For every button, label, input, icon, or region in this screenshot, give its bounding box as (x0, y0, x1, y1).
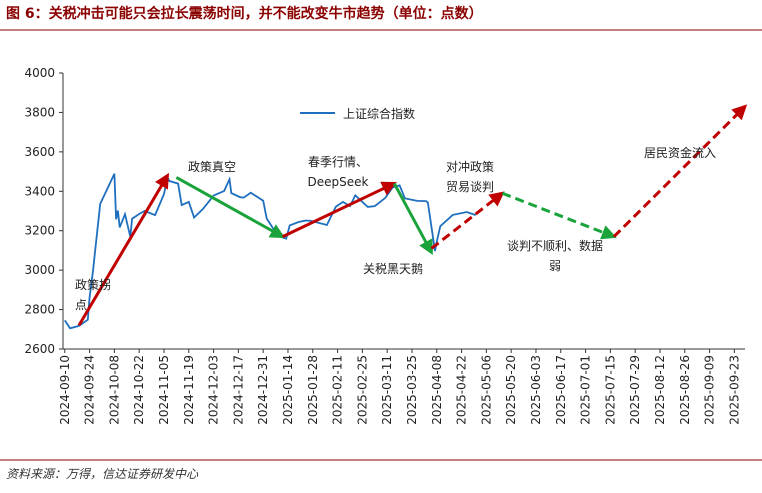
x-tick-label: 2024-11-19 (182, 355, 196, 425)
x-tick-label: 2025-07-15 (603, 355, 617, 425)
y-tick-label: 3400 (24, 184, 55, 198)
x-tick-label: 2024-10-22 (132, 355, 146, 425)
x-tick-label: 2025-01-14 (281, 355, 295, 425)
x-tick-label: 2025-04-22 (455, 355, 469, 425)
legend-label: 上证综合指数 (343, 106, 415, 121)
series-line (64, 173, 476, 330)
y-tick-label: 3200 (24, 224, 55, 238)
x-tick-label: 2025-02-11 (331, 355, 345, 425)
x-tick-label: 2025-09-09 (703, 355, 717, 425)
trend-arrow (392, 182, 433, 256)
x-tick-label: 2025-06-17 (554, 355, 568, 425)
x-tick-label: 2025-06-03 (529, 355, 543, 425)
chart-title: 图 6：关税冲击可能只会拉长震荡时间，并不能改变牛市趋势（单位：点数） (6, 5, 483, 22)
trend-arrow (282, 181, 397, 238)
x-tick-label: 2024-10-08 (107, 355, 121, 425)
annotation: 春季行情、 (308, 155, 368, 169)
annotation: 弱 (549, 259, 561, 273)
annotation: 关税黑天鹅 (363, 262, 423, 276)
x-tick-label: 2025-07-01 (579, 355, 593, 425)
trend-arrow (430, 191, 505, 250)
x-tick-label: 2025-01-28 (306, 355, 320, 425)
x-tick-label: 2024-12-31 (256, 355, 270, 425)
x-tick-label: 2025-08-12 (653, 355, 667, 425)
x-tick-label: 2025-03-11 (380, 355, 394, 425)
y-tick-label: 2600 (24, 342, 55, 356)
annotation: 谈判不顺利、数据 (507, 238, 603, 253)
annotation: 对冲政策 (446, 159, 494, 174)
annotation: 贸易谈判 (446, 180, 494, 194)
y-tick-label: 2800 (24, 303, 55, 317)
x-tick-label: 2025-05-20 (504, 355, 518, 425)
y-tick-label: 3600 (24, 145, 55, 159)
x-tick-label: 2024-12-03 (207, 355, 221, 425)
trend-arrow (175, 176, 286, 239)
x-tick-label: 2024-11-05 (157, 355, 171, 425)
annotation: 点 (75, 298, 87, 312)
trend-arrow (501, 191, 617, 240)
x-tick-label: 2025-09-23 (727, 355, 741, 425)
x-tick-label: 2025-03-25 (405, 355, 419, 425)
x-tick-label: 2024-12-17 (231, 355, 245, 425)
x-tick-label: 2025-07-29 (628, 355, 642, 425)
x-tick-label: 2025-04-08 (430, 355, 444, 425)
annotation: DeepSeek (308, 175, 369, 189)
annotation: 居民资金流入 (644, 145, 716, 160)
annotation: 政策拐 (75, 277, 111, 292)
y-tick-label: 3000 (24, 263, 55, 277)
y-tick-label: 3800 (24, 105, 55, 119)
y-tick-label: 4000 (24, 66, 55, 80)
x-tick-label: 2024-09-24 (83, 355, 97, 425)
trend-arrow (77, 172, 170, 327)
annotation: 政策真空 (188, 160, 236, 174)
x-tick-label: 2025-08-26 (678, 355, 692, 425)
trend-arrow (612, 104, 748, 238)
x-tick-label: 2025-05-06 (479, 355, 493, 425)
x-tick-label: 2025-02-25 (355, 355, 369, 425)
source-note: 资料来源：万得，信达证券研发中心 (6, 467, 199, 481)
x-tick-label: 2024-09-10 (58, 355, 72, 425)
